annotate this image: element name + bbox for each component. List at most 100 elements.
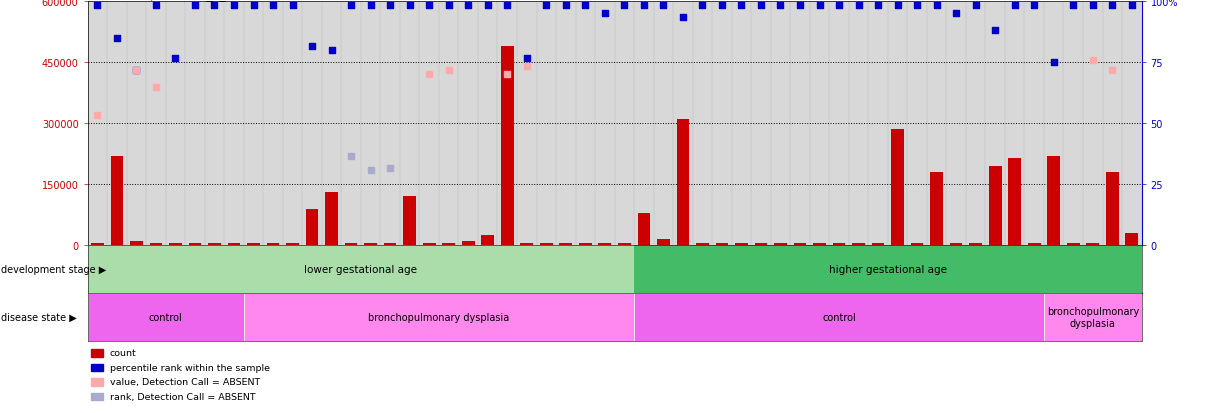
Text: value, Detection Call = ABSENT: value, Detection Call = ABSENT: [110, 377, 259, 387]
Bar: [969, 244, 982, 246]
Point: [243, 3, 263, 9]
Text: rank, Detection Call = ABSENT: rank, Detection Call = ABSENT: [110, 392, 256, 401]
Text: control: control: [823, 312, 856, 322]
Bar: [793, 244, 807, 246]
Point: [166, 56, 185, 62]
Text: higher gestational age: higher gestational age: [829, 264, 947, 275]
Point: [498, 72, 517, 78]
Text: percentile rank within the sample: percentile rank within the sample: [110, 363, 269, 372]
Point: [966, 3, 986, 9]
Bar: [243, 293, 634, 341]
Bar: [735, 244, 747, 246]
Point: [400, 3, 420, 9]
Point: [731, 3, 751, 9]
Bar: [657, 240, 669, 246]
Bar: [910, 244, 924, 246]
Bar: [560, 244, 572, 246]
Point: [282, 3, 302, 9]
Bar: [364, 244, 377, 246]
Point: [88, 3, 107, 9]
Point: [751, 3, 770, 9]
Point: [692, 3, 712, 9]
Bar: [305, 209, 319, 246]
Bar: [383, 244, 397, 246]
Point: [908, 3, 927, 9]
Bar: [989, 166, 1002, 246]
Point: [576, 3, 595, 9]
Point: [127, 68, 146, 74]
Text: count: count: [110, 349, 136, 358]
Point: [595, 11, 615, 17]
Point: [321, 47, 341, 54]
Point: [185, 3, 204, 9]
Point: [868, 3, 887, 9]
Point: [537, 3, 556, 9]
Point: [88, 112, 107, 119]
Bar: [189, 244, 201, 246]
Bar: [482, 235, 494, 246]
Bar: [208, 244, 220, 246]
Bar: [130, 242, 142, 246]
Point: [341, 153, 360, 160]
Point: [204, 3, 224, 9]
Bar: [442, 244, 455, 246]
Bar: [111, 157, 123, 246]
Bar: [949, 244, 963, 246]
Point: [1083, 58, 1103, 64]
Text: bronchopulmonary
dysplasia: bronchopulmonary dysplasia: [1047, 306, 1139, 328]
Bar: [1028, 244, 1041, 246]
Point: [1103, 68, 1122, 74]
Bar: [267, 244, 280, 246]
Point: [615, 3, 634, 9]
Point: [556, 3, 576, 9]
Point: [927, 3, 947, 9]
Bar: [91, 244, 103, 246]
Point: [146, 84, 166, 91]
Bar: [88, 246, 634, 293]
Point: [107, 36, 127, 42]
Point: [302, 43, 321, 50]
Bar: [286, 244, 299, 246]
Point: [517, 56, 537, 62]
Bar: [1044, 293, 1142, 341]
Bar: [677, 120, 689, 246]
Point: [1103, 3, 1122, 9]
Point: [420, 3, 439, 9]
Bar: [696, 244, 708, 246]
Point: [439, 68, 459, 74]
Point: [478, 3, 498, 9]
Point: [1064, 3, 1083, 9]
Bar: [325, 193, 338, 246]
Point: [381, 165, 400, 172]
Bar: [1009, 159, 1021, 246]
Bar: [579, 244, 591, 246]
Bar: [634, 246, 1142, 293]
Bar: [462, 242, 475, 246]
Point: [224, 3, 243, 9]
Point: [459, 3, 478, 9]
Bar: [169, 244, 181, 246]
Point: [361, 167, 381, 174]
Point: [1005, 3, 1025, 9]
Point: [498, 3, 517, 9]
Point: [517, 64, 537, 70]
Bar: [521, 244, 533, 246]
Bar: [618, 244, 630, 246]
Text: lower gestational age: lower gestational age: [304, 264, 417, 275]
Text: GDS3356 / 202917_s_at: GDS3356 / 202917_s_at: [88, 0, 239, 1]
Bar: [1126, 234, 1138, 246]
Text: control: control: [148, 312, 183, 322]
Point: [146, 3, 166, 9]
Point: [263, 3, 282, 9]
Bar: [344, 244, 358, 246]
Point: [809, 3, 829, 9]
Point: [888, 3, 908, 9]
Point: [986, 27, 1005, 34]
Point: [1025, 3, 1044, 9]
Bar: [1087, 244, 1099, 246]
Bar: [755, 244, 767, 246]
Point: [439, 3, 459, 9]
Bar: [930, 173, 943, 246]
Point: [829, 3, 848, 9]
Bar: [832, 244, 846, 246]
